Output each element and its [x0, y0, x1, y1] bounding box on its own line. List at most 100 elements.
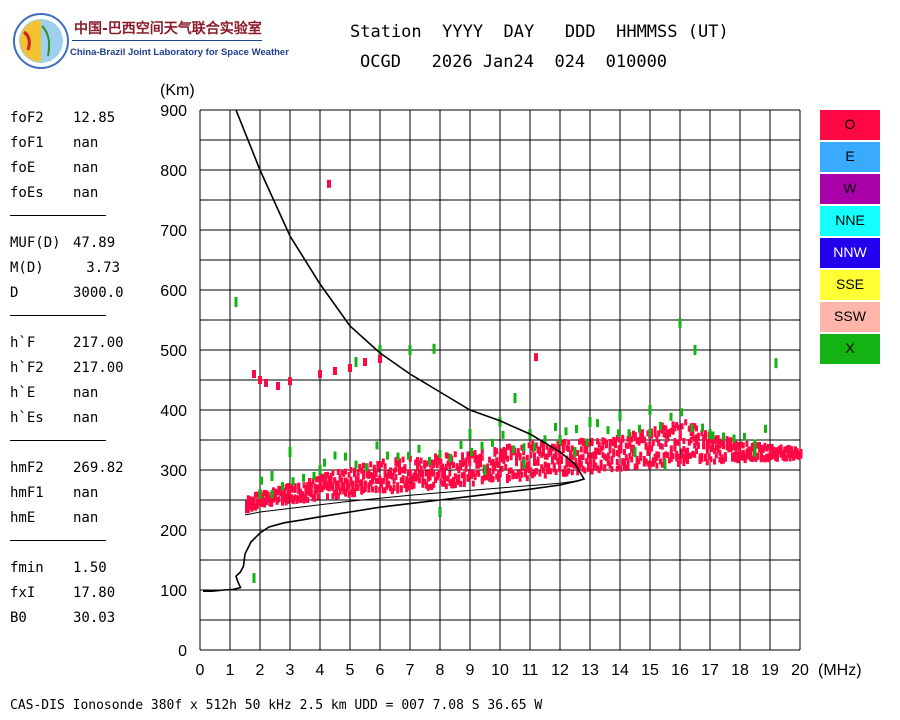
o-mode-echo: [502, 453, 506, 460]
logo-divider: [72, 40, 262, 41]
param-name: hmE: [10, 510, 36, 526]
o-mode-echo: [358, 463, 362, 470]
o-mode-echo: [376, 477, 380, 484]
o-mode-echo: [659, 443, 662, 450]
o-mode-echo: [453, 481, 457, 488]
o-mode-echo: [547, 448, 551, 455]
x-mode-echo: [459, 440, 463, 449]
o-mode-echo: [545, 463, 549, 470]
o-mode-echo: [300, 496, 304, 503]
o-mode-echo: [660, 443, 664, 450]
param-value: nan: [73, 185, 99, 201]
x-mode-echo: [438, 449, 442, 458]
o-mode-echo: [443, 467, 446, 474]
o-mode-echo: [394, 474, 398, 481]
o-mode-echo: [520, 471, 524, 478]
o-mode-echo: [619, 445, 623, 452]
x-tick-label: 13: [581, 662, 599, 679]
o-mode-echo: [428, 474, 432, 481]
o-mode-echo: [570, 454, 574, 461]
o-mode-echo: [500, 448, 504, 455]
param-name: hmF1: [10, 485, 44, 501]
o-mode-echo: [626, 443, 630, 450]
o-mode-echo: [702, 434, 706, 441]
o-mode-echo: [464, 463, 468, 470]
o-mode-echo: [565, 455, 569, 462]
o-mode-echo: [408, 474, 412, 481]
x-mode-echo: [312, 471, 316, 480]
x-mode-echo: [659, 421, 662, 430]
o-mode-echo: [410, 475, 414, 482]
o-mode-echo: [759, 449, 763, 456]
x-mode-echo: [573, 447, 577, 457]
o-mode-echo: [545, 453, 549, 460]
footer-info: CAS-DIS Ionosonde 380f x 512h 50 kHz 2.5…: [10, 698, 543, 713]
o-mode-echo: [318, 475, 322, 482]
o-mode-echo: [552, 444, 556, 451]
o-mode-echo: [408, 455, 412, 462]
o-mode-echo: [477, 456, 481, 463]
o-mode-echo: [473, 473, 477, 480]
o-mode-echo: [579, 460, 583, 467]
x-tick-label: 3: [286, 662, 295, 679]
o-mode-echo: [671, 421, 675, 428]
o-mode-echo: [369, 480, 373, 487]
o-mode-echo: [615, 465, 619, 472]
o-mode-echo: [705, 444, 709, 451]
o-mode-echo: [610, 466, 614, 473]
o-mode-echo: [484, 474, 488, 481]
o-mode-echo: [284, 484, 288, 491]
x-mode-echo: [522, 459, 526, 469]
o-mode-echo: [633, 463, 637, 470]
o-mode-echo: [763, 456, 767, 463]
o-mode-echo: [308, 490, 311, 497]
o-mode-echo: [318, 370, 322, 378]
o-mode-echo: [455, 478, 459, 485]
o-mode-echo: [338, 474, 342, 481]
o-mode-echo: [270, 495, 274, 502]
o-mode-echo: [776, 455, 779, 462]
param-row: M(D) 3.73: [10, 258, 160, 283]
o-mode-echo: [255, 491, 259, 498]
o-mode-echo: [529, 469, 533, 476]
x-mode-echo: [753, 439, 757, 448]
o-mode-echo: [428, 468, 432, 475]
o-mode-echo: [786, 451, 790, 458]
o-mode-echo: [398, 469, 401, 476]
o-mode-echo: [434, 458, 437, 465]
o-mode-echo: [624, 454, 628, 461]
o-mode-echo: [421, 478, 425, 485]
o-mode-echo: [452, 476, 455, 483]
o-mode-echo: [797, 454, 801, 461]
o-mode-echo: [518, 468, 522, 475]
o-mode-echo: [419, 470, 423, 477]
o-mode-echo: [525, 461, 529, 468]
param-row: h`Es nan: [10, 408, 160, 433]
o-mode-echo: [246, 495, 250, 502]
o-mode-echo: [313, 483, 317, 490]
x-tick-label: 15: [641, 662, 659, 679]
o-mode-echo: [374, 477, 378, 484]
o-mode-echo: [675, 450, 679, 457]
o-mode-echo: [500, 455, 504, 462]
o-mode-echo: [367, 486, 371, 493]
o-mode-echo: [736, 457, 740, 464]
o-mode-echo: [464, 457, 468, 464]
o-mode-echo: [617, 463, 621, 470]
o-mode-echo: [713, 458, 716, 465]
o-mode-echo: [527, 467, 531, 474]
o-mode-echo: [354, 485, 358, 492]
o-mode-echo: [610, 458, 614, 465]
o-mode-echo: [565, 470, 569, 477]
param-name: M(D): [10, 260, 44, 276]
o-mode-echo: [437, 458, 441, 465]
o-mode-echo: [626, 458, 630, 465]
param-value: 217.00: [73, 335, 124, 351]
x-mode-echo: [333, 451, 337, 460]
param-value: 217.00: [73, 360, 124, 376]
o-mode-echo: [720, 458, 724, 465]
param-value: nan: [73, 135, 99, 151]
o-mode-echo: [563, 467, 567, 474]
o-mode-echo: [711, 439, 715, 446]
